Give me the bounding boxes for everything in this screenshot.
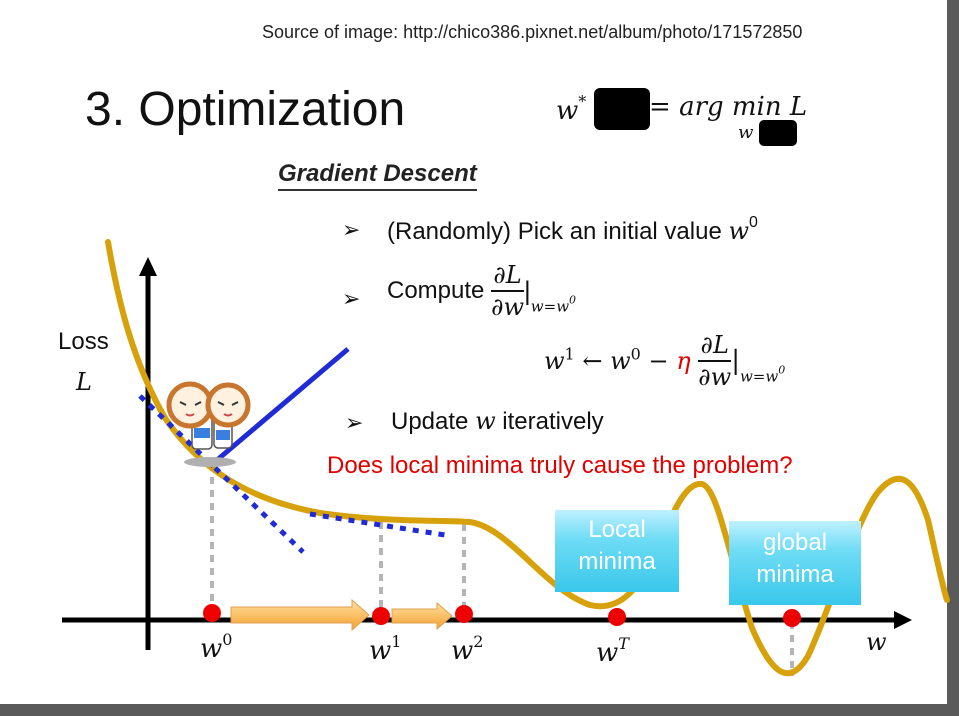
rule-w0-sup: 0 (630, 344, 641, 364)
derivative-den: ∂w (491, 293, 525, 321)
rule-fraction: ∂L ∂w (698, 330, 732, 392)
label-w2-sup: 2 (473, 632, 484, 651)
point-w0 (203, 604, 221, 622)
x-axis-symbol: w (866, 628, 887, 656)
rule-lhs: w (544, 347, 565, 375)
bullet-3-text2: iteratively (495, 408, 604, 435)
bullet-3-var: w (475, 407, 496, 435)
label-wT-var: w (596, 638, 619, 668)
formula-rhs: = arg min L (649, 92, 807, 122)
bullet-update: Update w iteratively (391, 407, 604, 436)
eval-bar: | (524, 275, 531, 306)
point-wT (608, 608, 626, 626)
bullet-1-text: (Randomly) Pick an initial value (387, 218, 729, 245)
label-w0-sup: 0 (222, 630, 233, 649)
label-w0-var: w (200, 634, 223, 664)
local-box-line1: Local (588, 516, 646, 543)
rule-w0: w (610, 347, 631, 375)
argmin-formula: w* (556, 92, 586, 126)
step-arrow-1 (230, 598, 370, 632)
global-minima-box: global minima (729, 521, 861, 605)
question-text: Does local minima truly cause the proble… (327, 452, 793, 479)
point-global-min (783, 609, 801, 627)
label-w0: w0 (200, 630, 232, 664)
section-heading: Gradient Descent (278, 160, 477, 191)
cartoon-characters-icon (166, 381, 251, 467)
tangent-dotted-w1 (309, 511, 446, 538)
bullet-arrow-icon: ➢ (342, 217, 361, 242)
formula-arg: arg min (679, 92, 782, 122)
point-w2 (455, 605, 473, 623)
rule-lhs-sup: 1 (564, 344, 575, 364)
label-w2: w2 (451, 632, 483, 666)
formula-eq: = (649, 92, 680, 122)
derivative-num: ∂L (491, 260, 525, 292)
derivative-fraction: ∂L ∂w (491, 260, 525, 322)
formula-redaction-1 (594, 88, 650, 130)
label-w1: w1 (369, 632, 401, 666)
bullet-1-var: w (728, 217, 750, 245)
global-box-line1: global (762, 529, 828, 556)
bullet-compute: Compute ∂L ∂w |w=w0 (387, 260, 576, 322)
formula-rhs-var: L (789, 92, 808, 122)
bullet-pick-initial: (Randomly) Pick an initial value w0 (387, 214, 758, 246)
formula-lhs: w (556, 96, 579, 126)
bullet-2-text: Compute (387, 277, 492, 304)
point-w1 (372, 607, 390, 625)
eval-sub-sup: 0 (569, 293, 577, 307)
bullet-1-sup: 0 (749, 214, 758, 231)
bullet-3-text: Update (391, 408, 476, 435)
rule-eval-sub-sup: 0 (778, 363, 786, 377)
tangent-solid-line (208, 347, 350, 468)
local-box-line2: minima (578, 548, 656, 575)
bullet-arrow-icon: ➢ (342, 286, 361, 311)
x-axis-arrowhead (894, 611, 912, 629)
rule-minus: − (640, 347, 677, 375)
local-minima-box: Local minima (555, 510, 679, 592)
bullet-arrow-icon: ➢ (345, 410, 364, 435)
formula-under: w (738, 122, 754, 143)
label-w1-var: w (369, 636, 392, 666)
update-rule: w1 ← w0 − η ∂L ∂w |w=w0 (544, 330, 785, 392)
label-w1-sup: 1 (391, 632, 402, 651)
step-arrow-2 (391, 601, 453, 631)
slide-title: 3. Optimization (85, 83, 406, 136)
formula-lhs-sup: * (578, 92, 587, 111)
formula-redaction-2 (759, 120, 797, 146)
rule-eval-sub: w=w (739, 367, 779, 386)
y-axis-symbol: L (76, 368, 92, 396)
label-w2-var: w (451, 636, 474, 666)
source-caption: Source of image: http://chico386.pixnet.… (262, 22, 803, 42)
label-wT: wT (596, 634, 629, 668)
y-axis-label: Loss (58, 328, 109, 355)
slide: Source of image: http://chico386.pixnet.… (0, 0, 950, 704)
label-wT-sup: T (618, 634, 629, 653)
global-box-line2: minima (756, 561, 834, 588)
rule-num: ∂L (698, 330, 732, 362)
eval-sub: w=w (530, 297, 570, 316)
y-axis-arrowhead (139, 257, 157, 276)
learning-rate-eta: η (676, 347, 691, 375)
rule-eval-bar: | (731, 346, 740, 376)
rule-den: ∂w (698, 363, 732, 391)
rule-arrow: ← (574, 347, 611, 375)
